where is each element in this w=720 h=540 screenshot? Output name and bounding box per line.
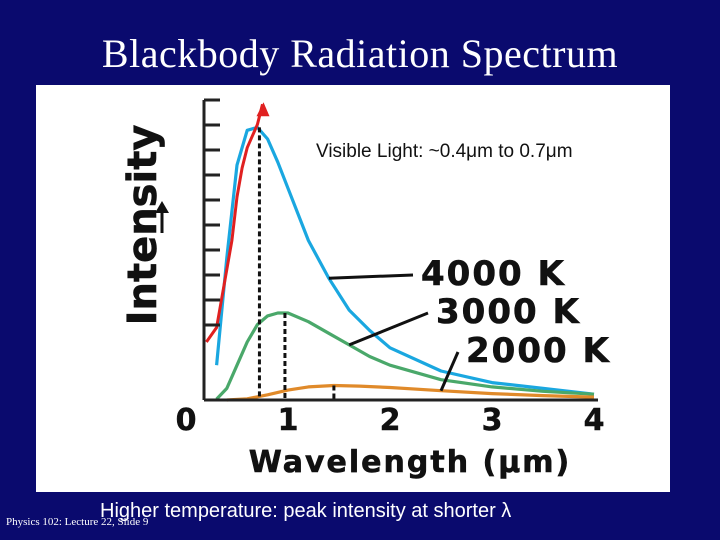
y-axis-arrowhead [155,201,169,213]
x-tick-label: 3 [482,403,503,438]
x-tick-label: 4 [584,403,605,438]
x-tick-label: 0 [176,403,197,438]
x-axis-label: Wavelength (μm) [249,445,572,480]
legend-label-4000k: 4000 K [421,254,566,294]
slide-title: Blackbody Radiation Spectrum [101,31,619,76]
legend-leader-4000k [328,273,414,280]
series-line-4000k [215,125,595,396]
legend-label-3000k: 3000 K [436,292,581,332]
slide-caption: Higher temperature: peak intensity at sh… [100,500,512,522]
x-tick-label: 2 [380,403,401,438]
slide-footer: Physics 102: Lecture 22, Slide 9 [6,516,149,528]
x-tick-label: 1 [278,403,299,438]
chart-panel: 0 1 2 3 4 Wavelength (μm) Intensity 4000 K 3000 … [36,85,670,492]
visible-edge-arrowhead [256,102,270,117]
legend-leader-3000k [348,311,429,347]
series-line-3000k [215,311,595,401]
blackbody-chart: 0 1 2 3 4 Wavelength (μm) Intensity 4000 K3000 … [120,98,611,480]
visible-light-note: Visible Light: ~0.4μm to 0.7μm [316,141,573,162]
legend-label-2000k: 2000 K [466,331,611,371]
y-axis-label: Intensity [120,125,166,326]
visible-edge-line [205,103,264,343]
series-line-2000k [226,383,595,402]
legend-leader-2000k [439,351,460,392]
